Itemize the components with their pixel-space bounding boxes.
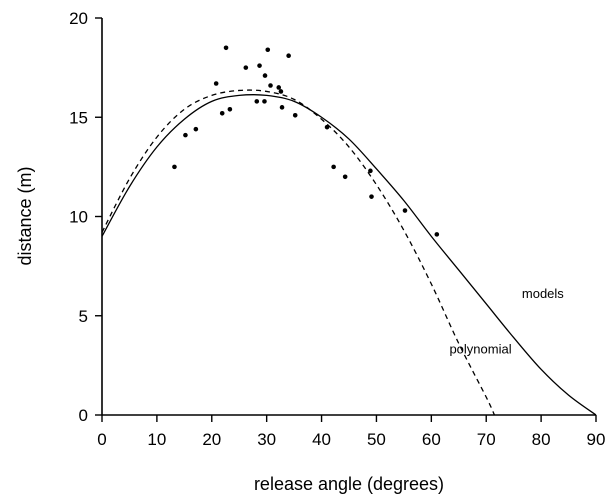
data-point — [286, 53, 291, 59]
x-tick-label: 90 — [587, 430, 606, 449]
data-point — [172, 164, 177, 170]
data-point — [434, 232, 440, 237]
data-point — [223, 45, 229, 51]
data-point — [369, 194, 374, 199]
data-point — [324, 124, 330, 130]
data-point — [268, 83, 273, 88]
data-point — [276, 85, 282, 90]
annotations: models polynomial — [449, 286, 564, 357]
data-point — [213, 81, 219, 86]
axes — [101, 18, 596, 416]
data-point — [227, 107, 233, 112]
data-point — [292, 112, 298, 118]
data-point — [254, 99, 260, 104]
data-point — [402, 208, 408, 213]
x-ticks: 0 10 20 30 40 50 60 70 80 90 — [97, 415, 605, 449]
curves — [101, 89, 597, 416]
annotation-models: models — [522, 286, 564, 301]
data-point — [219, 110, 225, 116]
annotation-polynomial: polynomial — [449, 341, 511, 356]
data-point — [279, 105, 285, 110]
y-tick-label: 5 — [79, 307, 88, 326]
x-tick-label: 50 — [367, 430, 386, 449]
y-tick-label: 15 — [69, 108, 88, 127]
data-point — [278, 89, 284, 94]
data-point — [342, 174, 348, 180]
polynomial-curve — [101, 89, 496, 416]
x-axis-title: release angle (degrees) — [254, 474, 444, 494]
data-point — [265, 47, 271, 53]
x-tick-label: 40 — [312, 430, 331, 449]
y-tick-label: 10 — [69, 208, 88, 227]
data-point — [193, 126, 199, 132]
data-point — [262, 73, 268, 78]
y-tick-label: 20 — [69, 9, 88, 28]
y-axis-title: distance (m) — [15, 166, 35, 265]
x-tick-label: 10 — [147, 430, 166, 449]
x-tick-label: 30 — [257, 430, 276, 449]
x-tick-label: 20 — [202, 430, 221, 449]
y-tick-label: 0 — [79, 406, 88, 425]
x-tick-label: 0 — [97, 430, 106, 449]
data-point — [257, 63, 262, 68]
data-point — [243, 65, 249, 70]
data-point — [368, 168, 373, 174]
x-tick-label: 70 — [477, 430, 496, 449]
data-points — [172, 45, 440, 237]
x-tick-label: 60 — [422, 430, 441, 449]
data-point — [331, 164, 336, 170]
data-point — [262, 99, 267, 104]
x-tick-label: 80 — [532, 430, 551, 449]
y-ticks: 0 5 10 15 20 — [69, 9, 102, 425]
models-curve — [101, 94, 597, 416]
data-point — [183, 132, 188, 138]
